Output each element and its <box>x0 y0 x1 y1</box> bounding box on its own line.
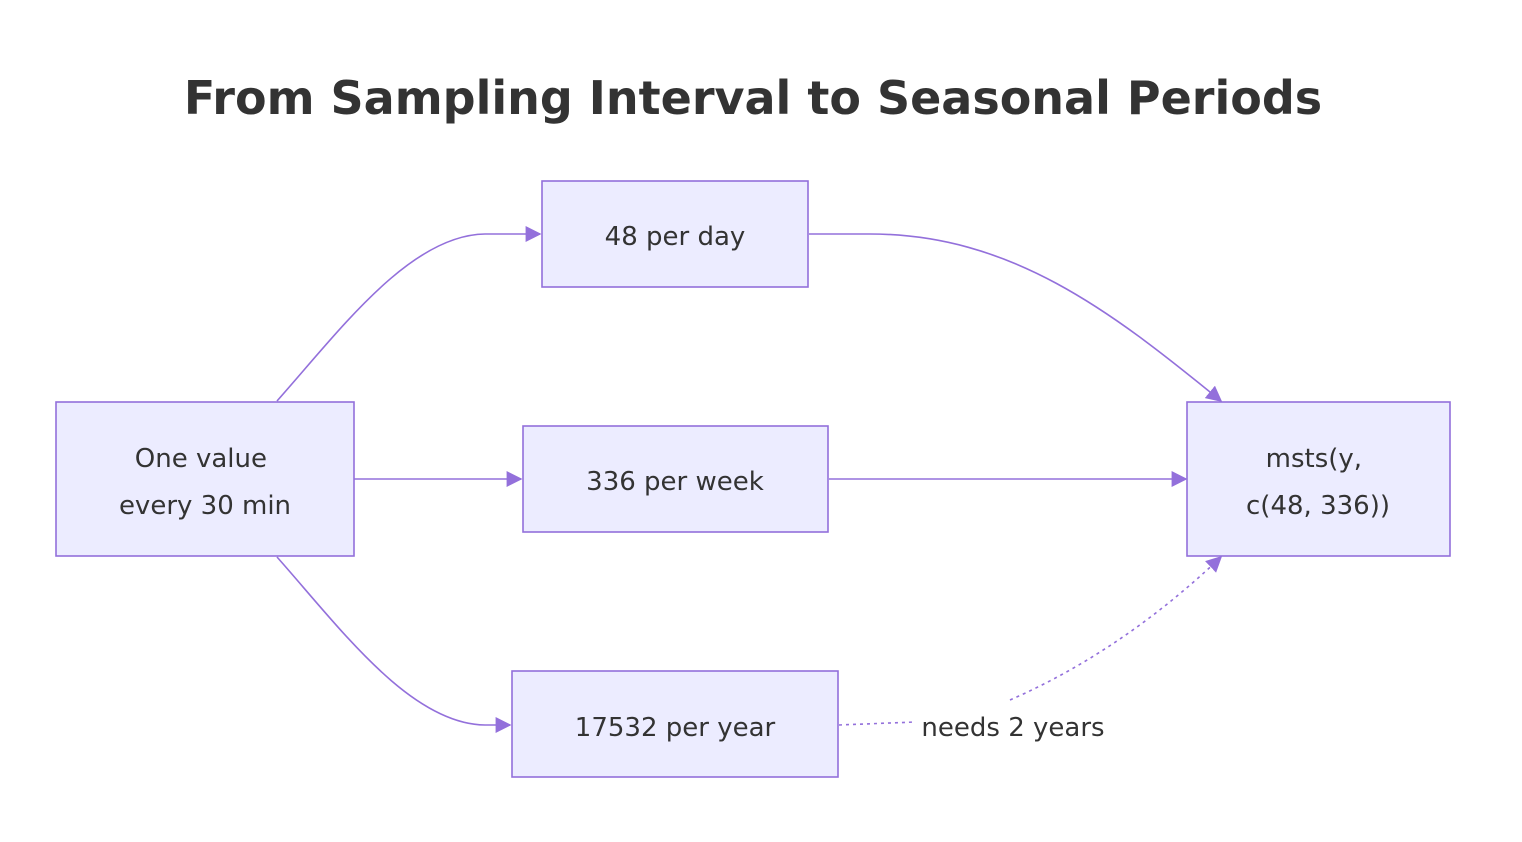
edge-yearly-to-model <box>838 721 916 726</box>
node-model-label: msts(y, c(48, 336)) <box>1246 444 1390 521</box>
node-source-box <box>55 401 355 557</box>
node-source-line-1: One value <box>135 444 267 474</box>
edge-yearly-to-model-upper <box>1009 555 1223 701</box>
node-yearly-box <box>511 670 839 778</box>
node-model: msts(y, c(48, 336)) <box>1186 401 1451 557</box>
node-yearly: 17532 per year <box>511 670 839 778</box>
edge-label-needs-2-years: needs 2 years <box>921 713 1104 743</box>
diagram-title: From Sampling Interval to Seasonal Perio… <box>184 71 1322 125</box>
node-model-line-2: c(48, 336)) <box>1246 491 1390 521</box>
edge-daily-to-model <box>809 233 1223 403</box>
node-weekly-label: 336 per week <box>586 467 764 497</box>
node-source: One value every 30 min <box>55 401 355 557</box>
node-yearly-label: 17532 per year <box>575 713 776 743</box>
node-daily-label: 48 per day <box>605 222 746 252</box>
node-source-label: One value every 30 min <box>119 444 291 521</box>
node-weekly: 336 per week <box>522 425 829 533</box>
node-weekly-box <box>522 425 829 533</box>
edge-source-to-daily <box>276 226 542 402</box>
edge-source-to-yearly <box>276 556 512 733</box>
node-daily-box <box>541 180 809 288</box>
node-source-line-2: every 30 min <box>119 491 291 521</box>
node-model-box <box>1186 401 1451 557</box>
node-daily: 48 per day <box>541 180 809 288</box>
node-model-line-1: msts(y, <box>1266 444 1362 474</box>
